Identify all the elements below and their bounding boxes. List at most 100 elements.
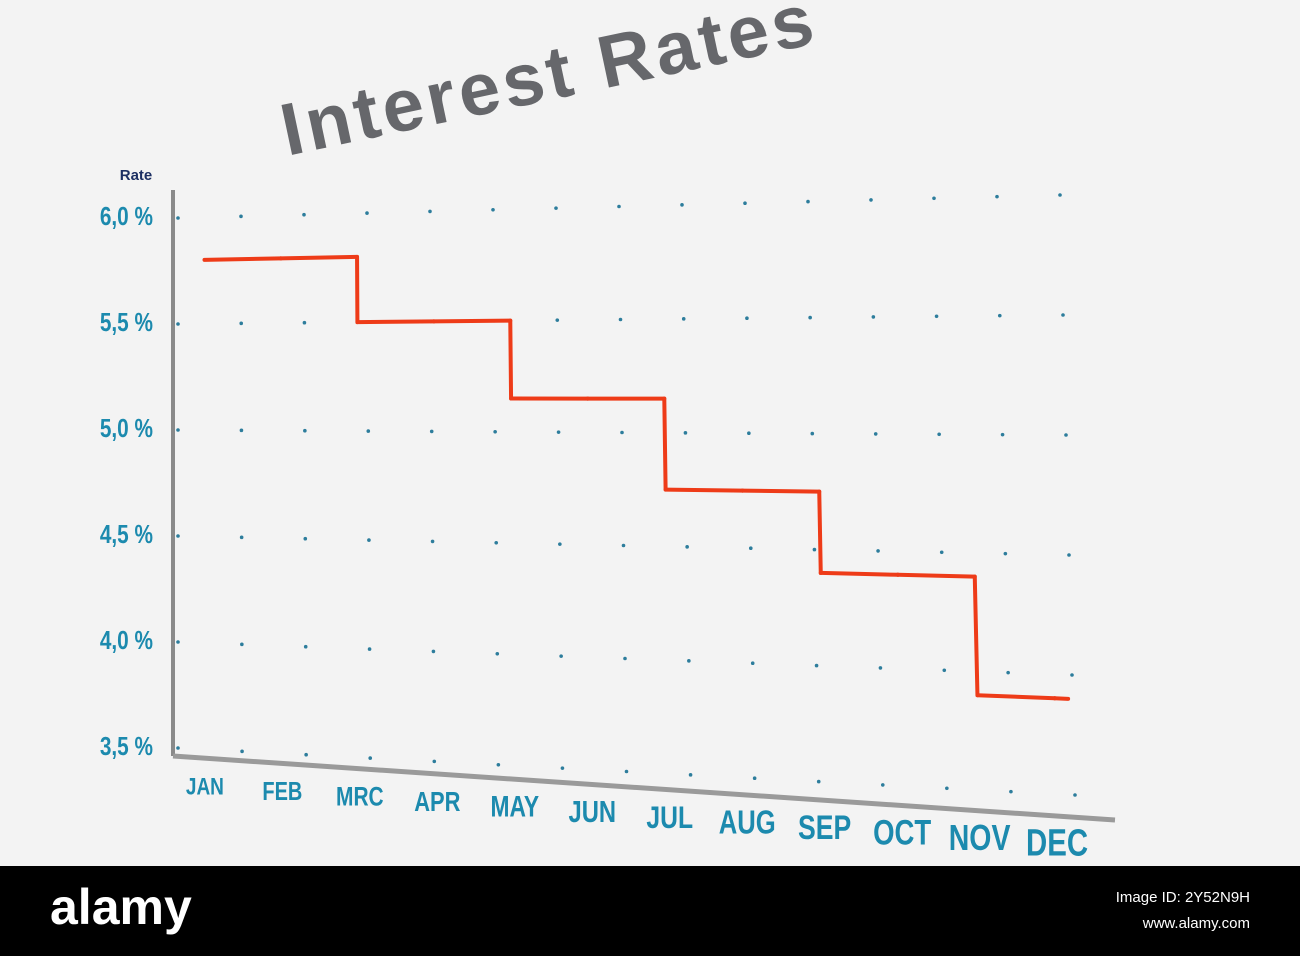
grid-dot [685, 545, 689, 549]
grid-dot [430, 539, 435, 544]
grid-dot [496, 762, 501, 767]
grid-dot [623, 656, 627, 661]
grid-dot [176, 216, 180, 220]
grid-dot [366, 429, 371, 433]
grid-dot [176, 428, 180, 432]
grid-dot [302, 212, 306, 217]
x-tick-label: MAY [490, 790, 539, 823]
grid-dot [812, 547, 817, 552]
step-riser [508, 318, 514, 401]
step-segment [431, 318, 513, 324]
grid-dot [239, 321, 244, 326]
x-tick-label: OCT [873, 812, 931, 852]
grid-dot [491, 207, 495, 212]
grid-dot [939, 550, 944, 555]
x-tick-label: NOV [949, 817, 1011, 858]
grid-dot [240, 642, 244, 647]
y-tick-label: 5,5 % [100, 308, 153, 337]
y-tick-label: 3,5 % [100, 732, 153, 761]
grid-dot [873, 432, 878, 436]
step-segment [202, 256, 283, 262]
grid-dot [937, 432, 941, 437]
grid-dot [367, 538, 371, 542]
step-riser [662, 396, 668, 492]
grid-dot [1009, 789, 1013, 794]
grid-dot [302, 320, 307, 325]
step-riser [972, 574, 980, 698]
grid-dot [368, 756, 373, 760]
y-tick-label: 5,0 % [100, 414, 153, 443]
step-riser [817, 489, 823, 575]
grid-dot [945, 786, 949, 791]
x-axis [172, 753, 1116, 823]
grid-dot [687, 659, 691, 663]
x-tick-label: FEB [262, 776, 302, 805]
grid-dot [303, 428, 307, 433]
grid-dot [431, 649, 436, 654]
grid-dot [495, 651, 500, 656]
grid-dot [743, 201, 747, 206]
grid-dot [997, 313, 1002, 318]
grid-dot [1000, 432, 1005, 437]
y-tick-label: 4,5 % [100, 520, 153, 549]
x-tick-label: SEP [798, 809, 851, 847]
y-axis-label: Rate [120, 167, 153, 184]
grid-dot [304, 752, 308, 757]
grid-dot [618, 317, 623, 322]
grid-dot [559, 654, 563, 658]
x-tick-label: JAN [186, 772, 224, 800]
grid-dot [240, 749, 244, 754]
grid-dot [1061, 313, 1065, 317]
grid-dot [748, 546, 753, 551]
grid-dot [871, 315, 876, 319]
grid-dot [624, 769, 629, 774]
grid-dot [493, 429, 497, 434]
grid-dot [621, 543, 626, 548]
watermark-logo: alamy [50, 879, 192, 935]
grid-line [176, 640, 1074, 677]
grid-dot [1067, 553, 1071, 557]
grid-dot [806, 199, 810, 204]
grid-dot [428, 209, 432, 214]
x-tick-label: JUN [568, 794, 616, 829]
y-tick-label: 4,0 % [100, 626, 153, 655]
grid-dot [816, 779, 821, 784]
grid-dot [303, 644, 308, 649]
grid-dot [432, 759, 437, 764]
grid-dot [1058, 193, 1062, 197]
grid-dot [995, 194, 999, 199]
grid-dot [1070, 673, 1074, 677]
grid-line [176, 746, 1077, 797]
grid-dot [620, 430, 624, 435]
grid-dot [752, 776, 757, 781]
grid-dot [942, 668, 947, 673]
step-segment [975, 693, 1057, 701]
grid-dot [745, 316, 749, 321]
grid-dot [429, 429, 434, 434]
grid-dot [176, 640, 180, 644]
watermark-id: Image ID: 2Y52N9H [1116, 889, 1250, 906]
x-tick-label: MRC [336, 782, 384, 812]
grid-dot [176, 746, 180, 750]
step-segment [740, 488, 822, 494]
grid-dot [303, 536, 308, 541]
grid-line [176, 534, 1071, 557]
grid-dot [880, 783, 885, 787]
background [0, 0, 1300, 866]
grid-dot [617, 204, 621, 209]
grid-dot [239, 535, 244, 540]
grid-dot [176, 322, 180, 326]
grid-dot [932, 196, 936, 201]
step-segment [355, 319, 436, 325]
grid-dot [365, 211, 369, 215]
grid-dot [176, 534, 180, 538]
x-tick-label: APR [414, 787, 460, 818]
step-segment [818, 570, 900, 577]
x-tick-label: AUG [719, 804, 776, 841]
step-segment [663, 487, 745, 493]
grid-dot [680, 203, 684, 207]
grid-dot [239, 214, 243, 219]
step-segment [278, 254, 360, 261]
